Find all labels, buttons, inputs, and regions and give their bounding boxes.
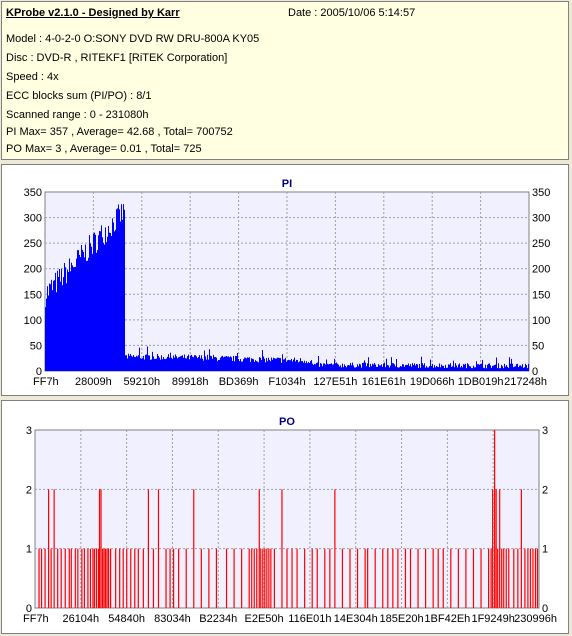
x-tick-label: 26104h — [62, 613, 99, 625]
y-tick-label-right: 3 — [542, 425, 548, 437]
x-tick-label: F1034h — [268, 376, 305, 388]
range-line: Scanned range : 0 - 231080h — [6, 109, 149, 121]
x-tick-label: 217248h — [504, 376, 547, 388]
x-tick-label: 1DB019h — [458, 376, 504, 388]
scan-date: Date : 2005/10/06 5:14:57 — [288, 7, 416, 19]
y-tick-label-left: 3 — [26, 425, 32, 437]
y-tick-label-right: 350 — [532, 187, 550, 199]
x-tick-label: 14E304h — [334, 613, 378, 625]
y-tick-label-left: 200 — [24, 264, 42, 276]
pi-chart: 0 0 50 50 100 100 150 150 200 200 250 250 300 300 350 3… — [24, 178, 551, 388]
po-chart: 0 0 1 1 2 2 3 3 FF7h 26104h 54840h 83034h B2234h E2E5… — [23, 416, 557, 625]
y-tick-label-left: 0 — [36, 366, 42, 378]
x-tick-label: 127E51h — [313, 376, 357, 388]
po-chart-panel: 0 0 1 1 2 2 3 3 FF7h 26104h 54840h 83034h B2234h E2E5… — [1, 400, 569, 634]
y-tick-label-right: 1 — [542, 544, 548, 556]
x-tick-label: 19D066h — [410, 376, 455, 388]
y-tick-label-right: 150 — [532, 289, 550, 301]
x-tick-label: BD369h — [219, 376, 259, 388]
disc-info-panel: KProbe v2.1.0 - Designed by Karr Date : … — [1, 1, 569, 160]
x-tick-label: 28009h — [75, 376, 112, 388]
y-tick-label-left: 100 — [24, 315, 42, 327]
model-line: Model : 4-0-2-0 O:SONY DVD RW DRU-800A K… — [6, 33, 260, 45]
x-tick-label: FF7h — [33, 376, 59, 388]
x-tick-label: 1F9249h — [471, 613, 514, 625]
y-tick-label-right: 50 — [532, 340, 544, 352]
y-tick-label-left: 0 — [26, 603, 32, 615]
y-tick-label-left: 350 — [24, 187, 42, 199]
x-tick-label: 83034h — [154, 613, 191, 625]
y-tick-label-right: 2 — [542, 484, 548, 496]
pi-chart-panel: 0 0 50 50 100 100 150 150 200 200 250 250 300 300 350 3… — [1, 164, 569, 396]
y-tick-label-left: 50 — [30, 340, 42, 352]
y-tick-label-right: 100 — [532, 315, 550, 327]
x-tick-label: B2234h — [199, 613, 237, 625]
x-tick-label: 89918h — [172, 376, 209, 388]
speed-line: Speed : 4x — [6, 71, 59, 83]
x-tick-label: 230996h — [514, 613, 557, 625]
y-tick-label-right: 250 — [532, 238, 550, 250]
disc-line: Disc : DVD-R , RITEKF1 [RiTEK Corporatio… — [6, 52, 228, 64]
y-tick-label-right: 0 — [542, 603, 548, 615]
x-tick-label: 54840h — [108, 613, 145, 625]
chart-title: PI — [282, 178, 292, 190]
x-tick-label: 116E01h — [288, 613, 331, 625]
y-tick-label-left: 250 — [24, 238, 42, 250]
po-stats-line: PO Max= 3 , Average= 0.01 , Total= 725 — [6, 143, 202, 155]
x-tick-label: E2E50h — [245, 613, 284, 625]
app-title: KProbe v2.1.0 - Designed by Karr — [6, 7, 180, 19]
y-tick-label-right: 0 — [532, 366, 538, 378]
x-tick-label: 161E61h — [362, 376, 406, 388]
y-tick-label-left: 1 — [26, 544, 32, 556]
y-tick-label-left: 300 — [24, 213, 42, 225]
pi-stats-line: PI Max= 357 , Average= 42.68 , Total= 70… — [6, 126, 233, 138]
x-tick-label: 185E20h — [380, 613, 424, 625]
x-tick-label: 1BF42Eh — [424, 613, 470, 625]
x-tick-label: 59210h — [123, 376, 160, 388]
y-tick-label-right: 200 — [532, 264, 550, 276]
po-series — [38, 430, 539, 608]
pi-series — [45, 204, 529, 371]
ecc-line: ECC blocks sum (PI/PO) : 8/1 — [6, 90, 152, 102]
y-tick-label-left: 150 — [24, 289, 42, 301]
x-tick-label: FF7h — [23, 613, 49, 625]
y-tick-label-right: 300 — [532, 213, 550, 225]
chart-title: PO — [279, 416, 295, 428]
y-tick-label-left: 2 — [26, 484, 32, 496]
